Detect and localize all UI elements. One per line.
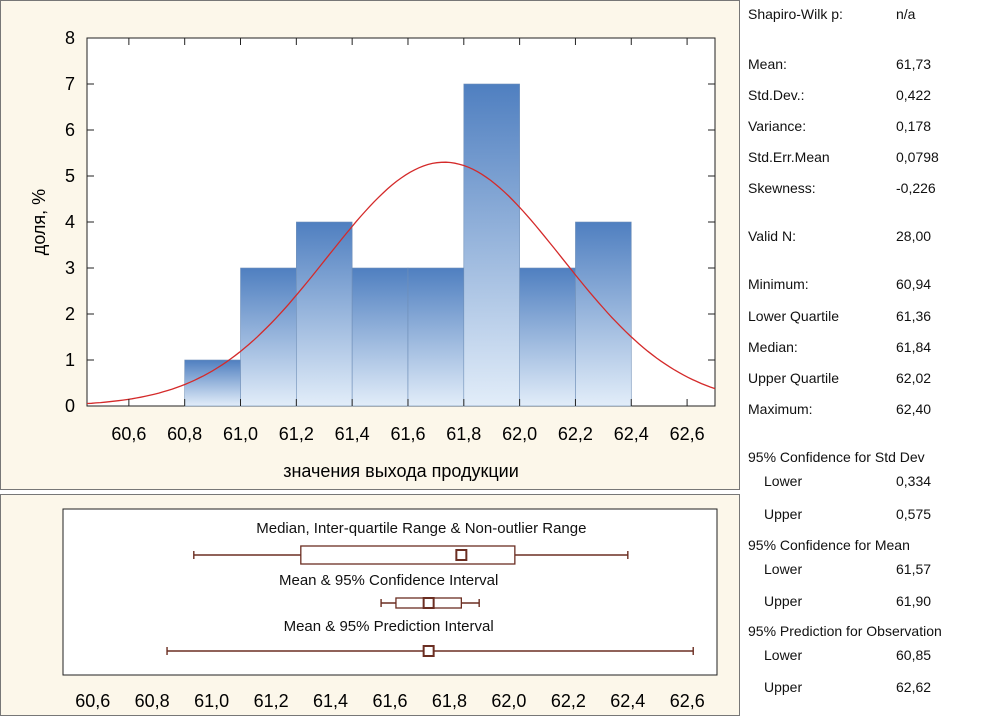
y-tick-label: 8 xyxy=(65,28,75,48)
x-tick-label: 62,4 xyxy=(614,424,649,444)
histogram-chart: 0 1 2 3 4 5 6 7 8 60,6 60,8 61,0 61,2 61,4 61,6 61,8 62… xyxy=(1,1,739,489)
histogram-bar-6 xyxy=(520,268,576,406)
boxplot-center-marker-0 xyxy=(456,550,466,560)
pi-obs-heading: 95% Prediction for Observation xyxy=(748,623,942,639)
minimum-label: Minimum: xyxy=(748,276,809,292)
x-tick-label: 61,8 xyxy=(446,424,481,444)
y-tick-label: 7 xyxy=(65,74,75,94)
upper-quartile-label: Upper Quartile xyxy=(748,370,839,386)
ci-std-lower-value: 0,334 xyxy=(896,473,931,489)
valid-n-value: 28,00 xyxy=(896,228,931,244)
upper-quartile-value: 62,02 xyxy=(896,370,931,386)
ci-mean-upper-label: Upper xyxy=(764,593,802,609)
std-dev-value: 0,422 xyxy=(896,87,931,103)
y-tick-label: 5 xyxy=(65,166,75,186)
valid-n-label: Valid N: xyxy=(748,228,796,244)
boxplot-center-marker-2 xyxy=(424,646,434,656)
ci-mean-lower-value: 61,57 xyxy=(896,561,931,577)
boxplot-x-tick-label: 61,6 xyxy=(372,691,407,711)
boxplot-x-tick-label: 60,6 xyxy=(75,691,110,711)
ci-mean-upper-value: 61,90 xyxy=(896,593,931,609)
minimum-value: 60,94 xyxy=(896,276,931,292)
variance-label: Variance: xyxy=(748,118,806,134)
boxplot-x-tick-label: 62,6 xyxy=(670,691,705,711)
pi-obs-upper-label: Upper xyxy=(764,679,802,695)
skewness-value: -0,226 xyxy=(896,180,936,196)
boxplot-x-tick-label: 61,8 xyxy=(432,691,467,711)
histogram-panel: 0 1 2 3 4 5 6 7 8 60,6 60,8 61,0 61,2 61,4 61,6 61,8 62… xyxy=(0,0,740,490)
y-tick-label: 1 xyxy=(65,350,75,370)
maximum-label: Maximum: xyxy=(748,401,813,417)
y-axis-label: доля, % xyxy=(29,189,49,255)
histogram-bar-1 xyxy=(241,268,297,406)
boxplot-box-0 xyxy=(301,546,515,564)
y-tick-label: 0 xyxy=(65,396,75,416)
x-tick-label: 61,2 xyxy=(279,424,314,444)
maximum-value: 62,40 xyxy=(896,401,931,417)
ci-std-lower-label: Lower xyxy=(764,473,802,489)
median-value: 61,84 xyxy=(896,339,931,355)
std-err-value: 0,0798 xyxy=(896,149,939,165)
ci-std-heading: 95% Confidence for Std Dev xyxy=(748,449,925,465)
statistics-panel: Shapiro-Wilk p: n/a Mean: 61,73 Std.Dev.… xyxy=(748,0,986,716)
boxplot-x-tick-label: 61,0 xyxy=(194,691,229,711)
pi-obs-upper-value: 62,62 xyxy=(896,679,931,695)
ci-mean-heading: 95% Confidence for Mean xyxy=(748,537,910,553)
pi-obs-lower-label: Lower xyxy=(764,647,802,663)
boxplot-x-tick-label: 60,8 xyxy=(135,691,170,711)
boxplot-label-1: Mean & 95% Confidence Interval xyxy=(279,572,498,589)
std-err-label: Std.Err.Mean xyxy=(748,149,830,165)
ci-mean-lower-label: Lower xyxy=(764,561,802,577)
boxplot-x-tick-label: 62,0 xyxy=(491,691,526,711)
boxplot-panel: Median, Inter-quartile Range & Non-outli… xyxy=(0,494,740,716)
ci-std-upper-label: Upper xyxy=(764,506,802,522)
histogram-bar-3 xyxy=(352,268,408,406)
x-tick-label: 62,0 xyxy=(502,424,537,444)
histogram-bar-7 xyxy=(575,222,631,406)
boxplot-label-0: Median, Inter-quartile Range & Non-outli… xyxy=(256,520,586,537)
x-tick-label: 62,2 xyxy=(558,424,593,444)
boxplot-x-tick-label: 62,4 xyxy=(610,691,645,711)
variance-value: 0,178 xyxy=(896,118,931,134)
mean-label: Mean: xyxy=(748,56,787,72)
y-tick-label: 3 xyxy=(65,258,75,278)
boxplot-chart: Median, Inter-quartile Range & Non-outli… xyxy=(1,495,739,715)
shapiro-value: n/a xyxy=(896,6,915,22)
histogram-bar-0 xyxy=(185,360,241,406)
y-tick-label: 6 xyxy=(65,120,75,140)
x-tick-label: 60,6 xyxy=(111,424,146,444)
boxplot-x-tick-label: 62,2 xyxy=(551,691,586,711)
lower-quartile-label: Lower Quartile xyxy=(748,308,839,324)
boxplot-center-marker-1 xyxy=(424,598,434,608)
x-tick-label: 61,4 xyxy=(335,424,370,444)
histogram-bar-2 xyxy=(296,222,352,406)
x-tick-label: 60,8 xyxy=(167,424,202,444)
ci-std-upper-value: 0,575 xyxy=(896,506,931,522)
mean-value: 61,73 xyxy=(896,56,931,72)
shapiro-label: Shapiro-Wilk p: xyxy=(748,6,843,22)
y-tick-label: 2 xyxy=(65,304,75,324)
lower-quartile-value: 61,36 xyxy=(896,308,931,324)
x-axis-label: значения выхода продукции xyxy=(283,461,519,481)
boxplot-x-tick-label: 61,4 xyxy=(313,691,348,711)
y-tick-label: 4 xyxy=(65,212,75,232)
x-tick-label: 61,0 xyxy=(223,424,258,444)
x-tick-label: 61,6 xyxy=(390,424,425,444)
median-label: Median: xyxy=(748,339,798,355)
std-dev-label: Std.Dev.: xyxy=(748,87,805,103)
skewness-label: Skewness: xyxy=(748,180,816,196)
histogram-bar-4 xyxy=(408,268,464,406)
x-tick-label: 62,6 xyxy=(670,424,705,444)
pi-obs-lower-value: 60,85 xyxy=(896,647,931,663)
boxplot-x-tick-label: 61,2 xyxy=(254,691,289,711)
histogram-bar-5 xyxy=(464,84,520,406)
boxplot-label-2: Mean & 95% Prediction Interval xyxy=(284,618,494,635)
